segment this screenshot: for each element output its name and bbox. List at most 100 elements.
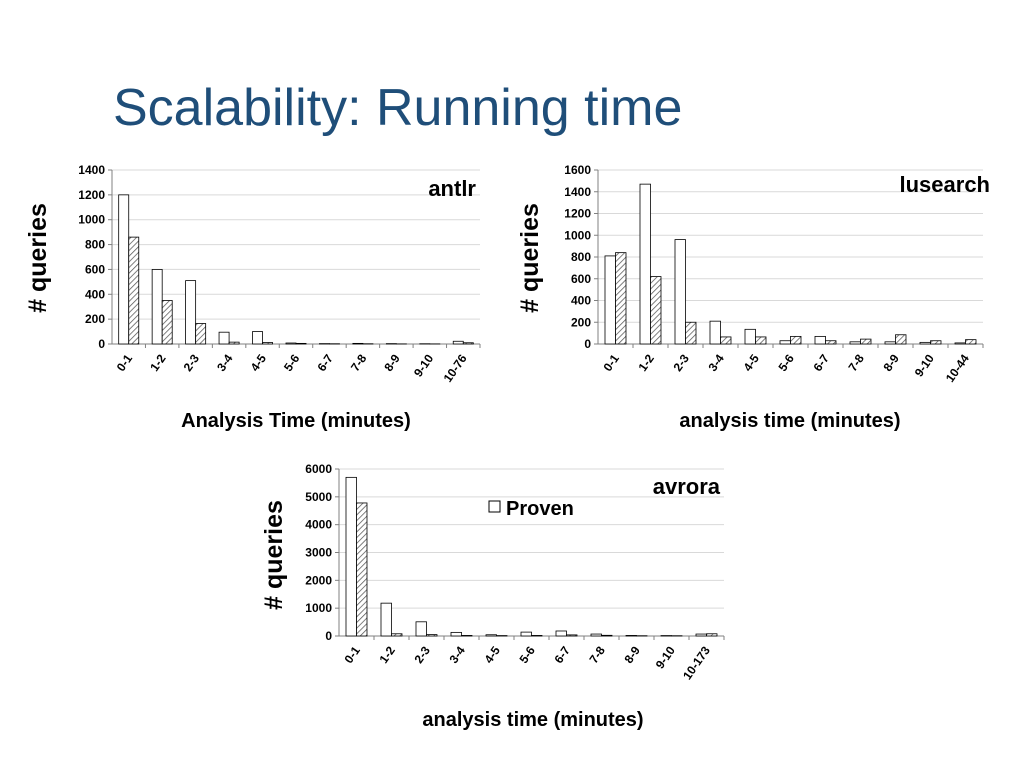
bar-hatched-4-5 [755,336,767,345]
bar-hatched-9-10 [930,340,942,345]
bar-white-7-8 [590,633,602,637]
bar-hatched-3-4 [228,341,240,345]
bar-hatched-7-8 [601,634,613,637]
bar-white-1-2 [151,269,163,345]
x-tick-label: 7-8 [348,351,370,374]
bar-hatched-5-6 [295,342,307,345]
bar-white-5-6 [779,340,791,345]
x-tick-label: 9-10 [411,351,436,379]
x-tick-label: 6-7 [552,643,574,666]
chart-lusearch: 0 200 400 600 800 1000 1200 1400 1600 0-1 1-2 2-3 3-… [516,163,990,432]
y-tick-label: 6000 [305,462,332,476]
bar-hatched-5-6 [531,635,543,637]
bar-white-2-3 [415,621,427,637]
y-tick-label: 3000 [305,546,332,560]
chart-antlr: 0 200 400 600 800 1000 1200 1400 0-1 1-2 2-3 3-4 4-5… [24,163,481,432]
y-tick-label: 1200 [564,207,591,221]
bar-hatched-3-4 [461,635,473,637]
y-tick-label: 400 [85,287,105,301]
x-tick-label: 4-5 [741,351,763,374]
x-tick-label: 9-10 [912,351,937,379]
bar-white-1-2 [639,183,651,345]
bar-hatched-1-2 [650,276,662,345]
y-tick-label: 0 [325,629,332,643]
chart-title: lusearch [900,172,991,197]
x-tick-label: 10-76 [441,351,470,384]
x-tick-label: 2-3 [671,351,693,374]
chart-title: avrora [653,474,721,499]
bar-white-10-173 [695,633,707,637]
bar-hatched-8-9 [895,334,907,345]
y-tick-label: 0 [584,337,591,351]
y-axis-title: # queries [260,500,288,610]
y-tick-label: 800 [571,250,591,264]
bar-hatched-2-3 [426,634,438,637]
x-tick-label: 2-3 [181,351,203,374]
x-tick-label: 1-2 [377,643,399,666]
y-tick-label: 4000 [305,518,332,532]
bar-hatched-6-7 [825,340,837,345]
bar-hatched-1-2 [161,300,173,345]
x-axis-title: analysis time (minutes) [679,410,900,432]
bar-white-4-5 [252,331,263,345]
bar-white-6-7 [555,630,567,637]
x-axis-title: Analysis Time (minutes) [181,410,411,432]
bar-white-3-4 [218,331,230,345]
y-axis-title: # queries [516,203,544,313]
bar-hatched-4-5 [262,342,273,345]
bar-white-5-6 [520,631,532,637]
x-tick-label: 10-173 [680,643,713,682]
bar-white-7-8 [352,342,364,345]
bar-white-0-1 [345,476,357,637]
bar-white-4-5 [485,634,497,637]
bar-hatched-1-2 [391,633,403,637]
bar-white-6-7 [814,335,826,345]
x-tick-label: 7-8 [846,351,868,374]
y-tick-label: 200 [85,312,105,326]
bar-white-9-10 [919,341,931,345]
y-tick-label: 1400 [78,163,105,177]
y-tick-label: 0 [98,337,105,351]
bar-hatched-10-76 [462,342,474,345]
x-axis-title: analysis time (minutes) [422,709,643,731]
bar-white-2-3 [674,239,686,345]
bar-hatched-5-6 [790,335,802,345]
slide-title: Scalability: Running time [113,79,683,137]
bar-hatched-0-1 [356,502,368,637]
x-tick-label: 4-5 [248,351,270,374]
x-tick-label: 5-6 [517,643,539,666]
bar-white-8-9 [625,635,637,637]
legend-swatch [488,500,501,513]
bar-white-7-8 [849,341,861,345]
y-tick-label: 800 [85,238,105,252]
x-tick-label: 3-4 [214,351,236,374]
y-tick-label: 1000 [564,228,591,242]
y-tick-label: 600 [85,262,105,276]
bar-white-10-44 [954,342,966,345]
chart-title: antlr [428,176,476,201]
x-tick-label: 8-9 [881,351,903,374]
bar-white-3-4 [450,631,462,637]
bar-hatched-10-173 [706,633,718,637]
bar-white-5-6 [285,342,297,345]
bar-white-10-76 [452,340,464,345]
bar-white-0-1 [604,255,616,345]
x-tick-label: 0-1 [342,643,364,666]
x-tick-label: 10-44 [943,351,972,384]
y-axis-title: # queries [24,203,52,313]
x-tick-label: 0-1 [114,351,136,374]
x-tick-label: 4-5 [482,643,504,666]
y-tick-label: 2000 [305,573,332,587]
y-tick-label: 5000 [305,490,332,504]
x-tick-label: 9-10 [653,643,678,671]
bar-hatched-0-1 [615,252,627,345]
y-tick-label: 600 [571,272,591,286]
y-tick-label: 1000 [305,601,332,615]
bar-hatched-6-7 [566,634,578,637]
x-tick-label: 8-9 [381,351,403,374]
y-tick-label: 1400 [564,185,591,199]
x-tick-label: 3-4 [447,643,469,666]
x-tick-label: 3-4 [706,351,728,374]
y-tick-label: 1600 [564,163,591,177]
bar-hatched-2-3 [685,321,697,345]
